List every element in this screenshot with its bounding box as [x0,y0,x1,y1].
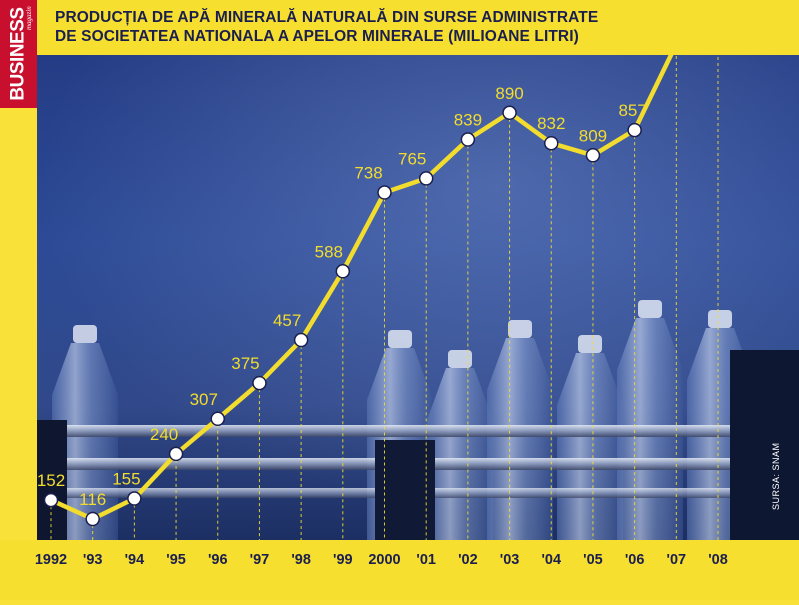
machine-block-right [730,350,799,540]
title-line-2: DE SOCIETATEA NATIONALA A APELOR MINERAL… [55,28,579,45]
data-label: 116 [79,490,106,509]
data-point [85,511,100,527]
brand-sub: magazin [25,6,33,30]
data-label: 240 [150,425,178,444]
data-label: 839 [454,111,482,130]
data-point [252,375,267,391]
x-tick-label: '04 [541,552,561,568]
rail-1 [37,425,799,437]
conveyor-rails [37,350,799,540]
data-point [627,122,642,138]
data-point [293,332,309,348]
x-tick-label: '93 [83,552,103,568]
data-point [418,171,434,186]
x-tick-label: '99 [333,552,353,568]
source-note: SURSA: SNAM [771,442,781,510]
axis-band: 1992 '93 '94 '95 '96 '97 '98 '99 2000 '01 '02 '03 '0… [0,540,799,600]
brand-logo: BUSINESS [0,0,37,108]
data-point [377,185,392,200]
machine-block-left [37,420,67,540]
data-point [585,148,601,163]
data-label: 307 [190,390,218,409]
chart-title: PRODUCȚIA DE APĂ MINERALĂ NATURALĂ DIN S… [55,8,615,46]
data-point [335,264,351,279]
data-point [127,491,142,506]
data-label: 738 [354,164,382,183]
data-point [502,105,517,121]
x-tick-label: '08 [708,552,728,568]
data-label: 457 [273,311,301,330]
x-tick-label: '97 [250,552,270,568]
x-tick-label: '03 [500,552,520,568]
title-band [0,0,799,55]
x-tick-label: '02 [458,552,478,568]
data-label: 375 [231,354,259,373]
x-tick-label: '96 [208,552,228,568]
data-point [460,132,476,147]
data-label: 890 [495,84,523,103]
data-point [168,446,184,462]
x-tick-label: '98 [291,552,311,568]
x-tick-label: '05 [583,552,603,568]
x-tick-label: '07 [667,552,687,568]
x-tick-label: '95 [166,552,186,568]
data-label: 857 [618,101,646,120]
drop-lines [50,39,719,540]
data-label: 588 [315,242,343,261]
x-tick-label: '94 [125,552,145,568]
data-label: 809 [579,126,607,145]
data-point [43,492,59,508]
plot-area: 152 116 155 240 307 375 457 588 738 765 839 890 832 8… [37,0,799,540]
x-tick-label: 2000 [368,552,400,568]
data-label: 765 [398,149,426,168]
line-chart: 152 116 155 240 307 375 457 588 738 765 839 890 832 8… [37,0,799,540]
x-tick-label: 1992 [35,552,67,568]
x-tick-label: '06 [625,552,645,568]
title-line-1: PRODUCȚIA DE APĂ MINERALĂ NATURALĂ DIN S… [55,9,599,26]
x-tick-label: '01 [416,552,436,568]
data-point [210,411,225,427]
data-label: 832 [537,114,565,133]
data-label: 155 [112,470,140,489]
data-label: 152 [37,471,65,490]
data-point [544,135,559,151]
x-axis: 1992 '93 '94 '95 '96 '97 '98 '99 2000 '01 '02 '03 '0… [35,552,728,568]
